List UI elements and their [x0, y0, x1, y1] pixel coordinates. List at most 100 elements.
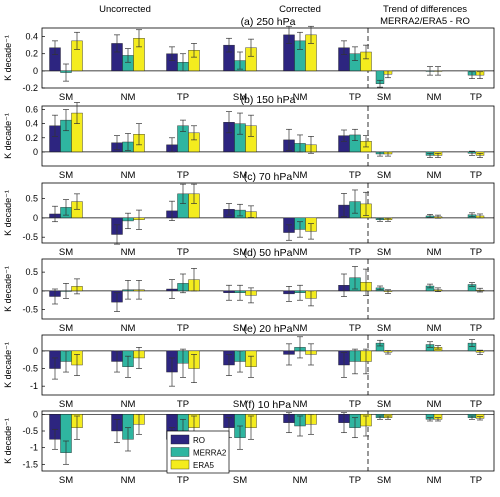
group-label: SM: [377, 92, 391, 103]
group-label: NM: [427, 399, 442, 410]
y-tick-label: -0.2: [22, 83, 38, 93]
y-tick-label: -0.5: [22, 364, 38, 374]
group-label: TP: [177, 92, 189, 103]
group-label: SM: [59, 170, 73, 181]
group-label: TP: [470, 170, 482, 181]
panel-frame: [41, 182, 495, 244]
group-label: TP: [349, 170, 361, 181]
y-axis-label: K decade⁻¹: [3, 342, 13, 388]
y-tick-label: -0.5: [22, 305, 38, 315]
y-tick-label: 0: [33, 213, 38, 223]
group-label: NM: [293, 247, 308, 258]
legend-swatch-era5: [170, 459, 190, 470]
y-tick-label: 0.5: [25, 193, 38, 203]
group-label: TP: [470, 399, 482, 410]
legend-label-ro: RO: [193, 436, 205, 445]
group-label: SM: [233, 323, 247, 334]
group-label: TP: [470, 323, 482, 334]
panel-title: (c) 70 hPa: [244, 171, 293, 183]
group-label: SM: [59, 323, 73, 334]
y-tick-label: 0.6: [25, 105, 38, 115]
y-tick-label: 0: [33, 286, 38, 296]
header-trend-line1: Trend of differences: [383, 4, 467, 15]
group-label: NM: [427, 323, 442, 334]
panel-frame: [41, 27, 495, 89]
group-label: SM: [59, 247, 73, 258]
y-tick-label: 0: [33, 409, 38, 419]
panel-title: (d) 50 hPa: [243, 247, 292, 259]
y-tick-label: 0.4: [25, 32, 38, 42]
group-label: SM: [233, 170, 247, 181]
legend-label-merra2: MERRA2: [193, 449, 227, 458]
legend: RO MERRA2 ERA5: [166, 430, 230, 474]
group-label: NM: [293, 170, 308, 181]
group-label: TP: [177, 170, 189, 181]
header-uncorrected: Uncorrected: [99, 4, 151, 15]
group-label: TP: [470, 475, 482, 486]
header-corrected: Corrected: [279, 4, 321, 15]
group-label: NM: [121, 475, 136, 486]
panel-title: (f) 10 hPa: [245, 399, 291, 411]
panel-4: (e) 20 hPa -1 -0.5 0 K decade⁻¹ SM SM SM NM NM NM T…: [3, 323, 495, 410]
group-label: SM: [233, 475, 247, 486]
panel-frame: [41, 334, 495, 396]
y-axis-label: K decade⁻¹: [3, 418, 13, 464]
group-label: NM: [427, 170, 442, 181]
group-label: TP: [177, 399, 189, 410]
y-tick-label: 0.2: [25, 133, 38, 143]
group-label: SM: [377, 170, 391, 181]
legend-swatch-ro: [170, 434, 190, 445]
group-label: TP: [470, 92, 482, 103]
group-label: TP: [470, 247, 482, 258]
y-tick-label: -1.5: [22, 459, 38, 469]
group-label: NM: [427, 475, 442, 486]
group-label: TP: [177, 247, 189, 258]
group-label: SM: [377, 475, 391, 486]
y-tick-label: -0.5: [22, 232, 38, 242]
panel-2: (c) 70 hPa -0.5 0 0.5 K decade⁻¹ SM SM SM NM NM NM…: [3, 171, 495, 258]
panels: (a) 250 hPa -0.2 0 0.2 0.4 K decade⁻¹ SM SM SM NM…: [3, 16, 495, 486]
group-label: NM: [121, 399, 136, 410]
group-label: TP: [177, 323, 189, 334]
group-label: SM: [233, 92, 247, 103]
y-tick-label: 0.5: [25, 267, 38, 277]
group-label: NM: [121, 92, 136, 103]
group-label: SM: [233, 247, 247, 258]
y-tick-label: -1: [30, 443, 38, 453]
legend-swatch-merra2: [170, 447, 190, 457]
group-label: TP: [349, 247, 361, 258]
panel-title: (e) 20 hPa: [243, 323, 292, 335]
group-label: NM: [427, 247, 442, 258]
group-label: NM: [427, 92, 442, 103]
y-tick-label: -1: [30, 381, 38, 391]
group-label: NM: [121, 170, 136, 181]
group-label: SM: [377, 247, 391, 258]
group-label: TP: [349, 475, 361, 486]
group-label: NM: [293, 475, 308, 486]
panel-5: (f) 10 hPa -1.5 -1 -0.5 0 K decade⁻¹ SM SM SM NM N…: [3, 399, 495, 486]
y-tick-label: 0: [33, 346, 38, 356]
panel-1: (b) 150 hPa 0 0.2 0.4 0.6 K decade⁻¹ SM SM SM NM N…: [3, 94, 495, 181]
group-label: NM: [293, 92, 308, 103]
panel-0: (a) 250 hPa -0.2 0 0.2 0.4 K decade⁻¹ SM SM SM NM…: [3, 16, 495, 103]
group-label: TP: [349, 323, 361, 334]
panel-title: (b) 150 hPa: [241, 94, 296, 106]
group-label: TP: [349, 92, 361, 103]
group-label: SM: [59, 399, 73, 410]
header-trend-line2: MERRA2/ERA5 - RO: [380, 16, 470, 27]
y-axis-label: K decade⁻¹: [3, 266, 13, 312]
group-label: NM: [293, 323, 308, 334]
y-tick-label: 0: [33, 66, 38, 76]
y-tick-label: 0.4: [25, 119, 38, 129]
y-axis-label: K decade⁻¹: [3, 190, 13, 236]
group-label: NM: [293, 399, 308, 410]
legend-label-era5: ERA5: [193, 461, 214, 470]
panel-frame: [41, 105, 495, 167]
group-label: SM: [59, 92, 73, 103]
panel-title: (a) 250 hPa: [241, 16, 296, 28]
group-label: NM: [121, 247, 136, 258]
y-tick-label: 0.2: [25, 49, 38, 59]
group-label: SM: [233, 399, 247, 410]
group-label: SM: [59, 475, 73, 486]
